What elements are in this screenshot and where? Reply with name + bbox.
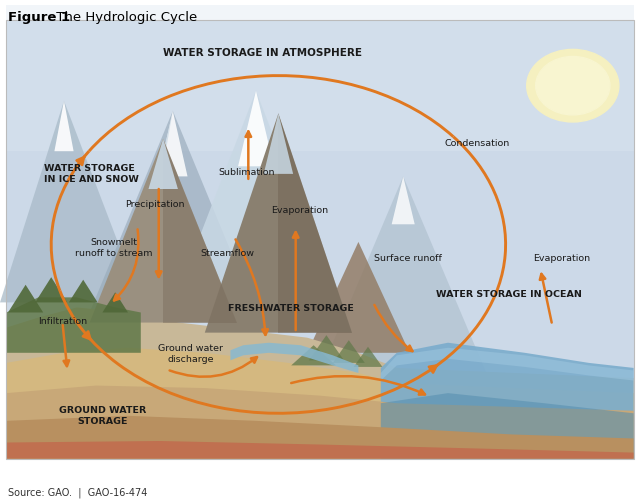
Polygon shape	[6, 307, 634, 459]
Polygon shape	[90, 139, 237, 323]
Polygon shape	[291, 345, 336, 365]
Bar	[6, 20, 634, 459]
Polygon shape	[54, 101, 74, 151]
Text: Surface runoff: Surface runoff	[374, 254, 442, 263]
Text: Precipitation: Precipitation	[125, 200, 184, 209]
Text: Infiltration: Infiltration	[38, 317, 87, 326]
Polygon shape	[278, 113, 352, 333]
Text: Figure 1: Figure 1	[8, 11, 70, 24]
Polygon shape	[166, 91, 346, 323]
Polygon shape	[307, 242, 410, 353]
Polygon shape	[381, 343, 634, 459]
Polygon shape	[320, 176, 486, 373]
Text: Sublimation: Sublimation	[218, 168, 275, 177]
Polygon shape	[35, 277, 67, 302]
Polygon shape	[354, 347, 383, 367]
Text: Ground water
discharge: Ground water discharge	[158, 344, 223, 363]
Polygon shape	[6, 348, 634, 459]
Polygon shape	[333, 340, 365, 363]
Bar	[6, 20, 634, 459]
Polygon shape	[205, 113, 352, 333]
Polygon shape	[6, 386, 634, 459]
Text: Streamflow: Streamflow	[200, 248, 254, 258]
Circle shape	[527, 49, 619, 122]
FancyArrowPatch shape	[293, 232, 298, 330]
Polygon shape	[238, 91, 274, 166]
Text: WATER STORAGE
IN ICE AND SNOW: WATER STORAGE IN ICE AND SNOW	[44, 164, 138, 183]
Circle shape	[536, 56, 610, 115]
FancyArrowPatch shape	[63, 325, 69, 366]
Text: Snowmelt
runoff to stream: Snowmelt runoff to stream	[75, 238, 153, 258]
Text: WATER STORAGE IN OCEAN: WATER STORAGE IN OCEAN	[436, 290, 582, 299]
Polygon shape	[90, 111, 256, 312]
Polygon shape	[148, 139, 178, 189]
Polygon shape	[6, 416, 634, 459]
FancyArrowPatch shape	[114, 229, 138, 300]
Polygon shape	[381, 393, 634, 459]
Polygon shape	[0, 101, 141, 302]
Polygon shape	[158, 111, 188, 176]
Text: Evaporation: Evaporation	[533, 254, 591, 263]
Polygon shape	[6, 441, 634, 459]
Polygon shape	[158, 111, 173, 176]
Polygon shape	[381, 348, 634, 381]
Polygon shape	[264, 113, 293, 174]
Polygon shape	[69, 280, 97, 302]
Text: GROUND WATER
STORAGE: GROUND WATER STORAGE	[59, 406, 146, 425]
Polygon shape	[309, 335, 344, 360]
FancyArrowPatch shape	[156, 189, 161, 277]
FancyArrowPatch shape	[291, 376, 425, 395]
Polygon shape	[6, 297, 141, 353]
Text: Condensation: Condensation	[444, 139, 509, 148]
Bar	[6, 5, 634, 151]
Text: WATER STORAGE IN ATMOSPHERE: WATER STORAGE IN ATMOSPHERE	[163, 48, 362, 58]
FancyArrowPatch shape	[540, 274, 552, 323]
Text: Source: GAO.  |  GAO-16-474: Source: GAO. | GAO-16-474	[8, 487, 147, 498]
Polygon shape	[8, 285, 44, 312]
Text: The Hydrologic Cycle: The Hydrologic Cycle	[52, 11, 198, 24]
Polygon shape	[102, 292, 128, 312]
FancyArrowPatch shape	[236, 239, 268, 335]
FancyArrowPatch shape	[170, 357, 257, 377]
Text: Evaporation: Evaporation	[271, 206, 328, 215]
Polygon shape	[392, 176, 415, 224]
FancyArrowPatch shape	[374, 305, 412, 351]
Polygon shape	[230, 343, 358, 373]
FancyArrowPatch shape	[246, 132, 251, 179]
Polygon shape	[163, 139, 237, 323]
Text: FRESHWATER STORAGE: FRESHWATER STORAGE	[228, 304, 354, 313]
